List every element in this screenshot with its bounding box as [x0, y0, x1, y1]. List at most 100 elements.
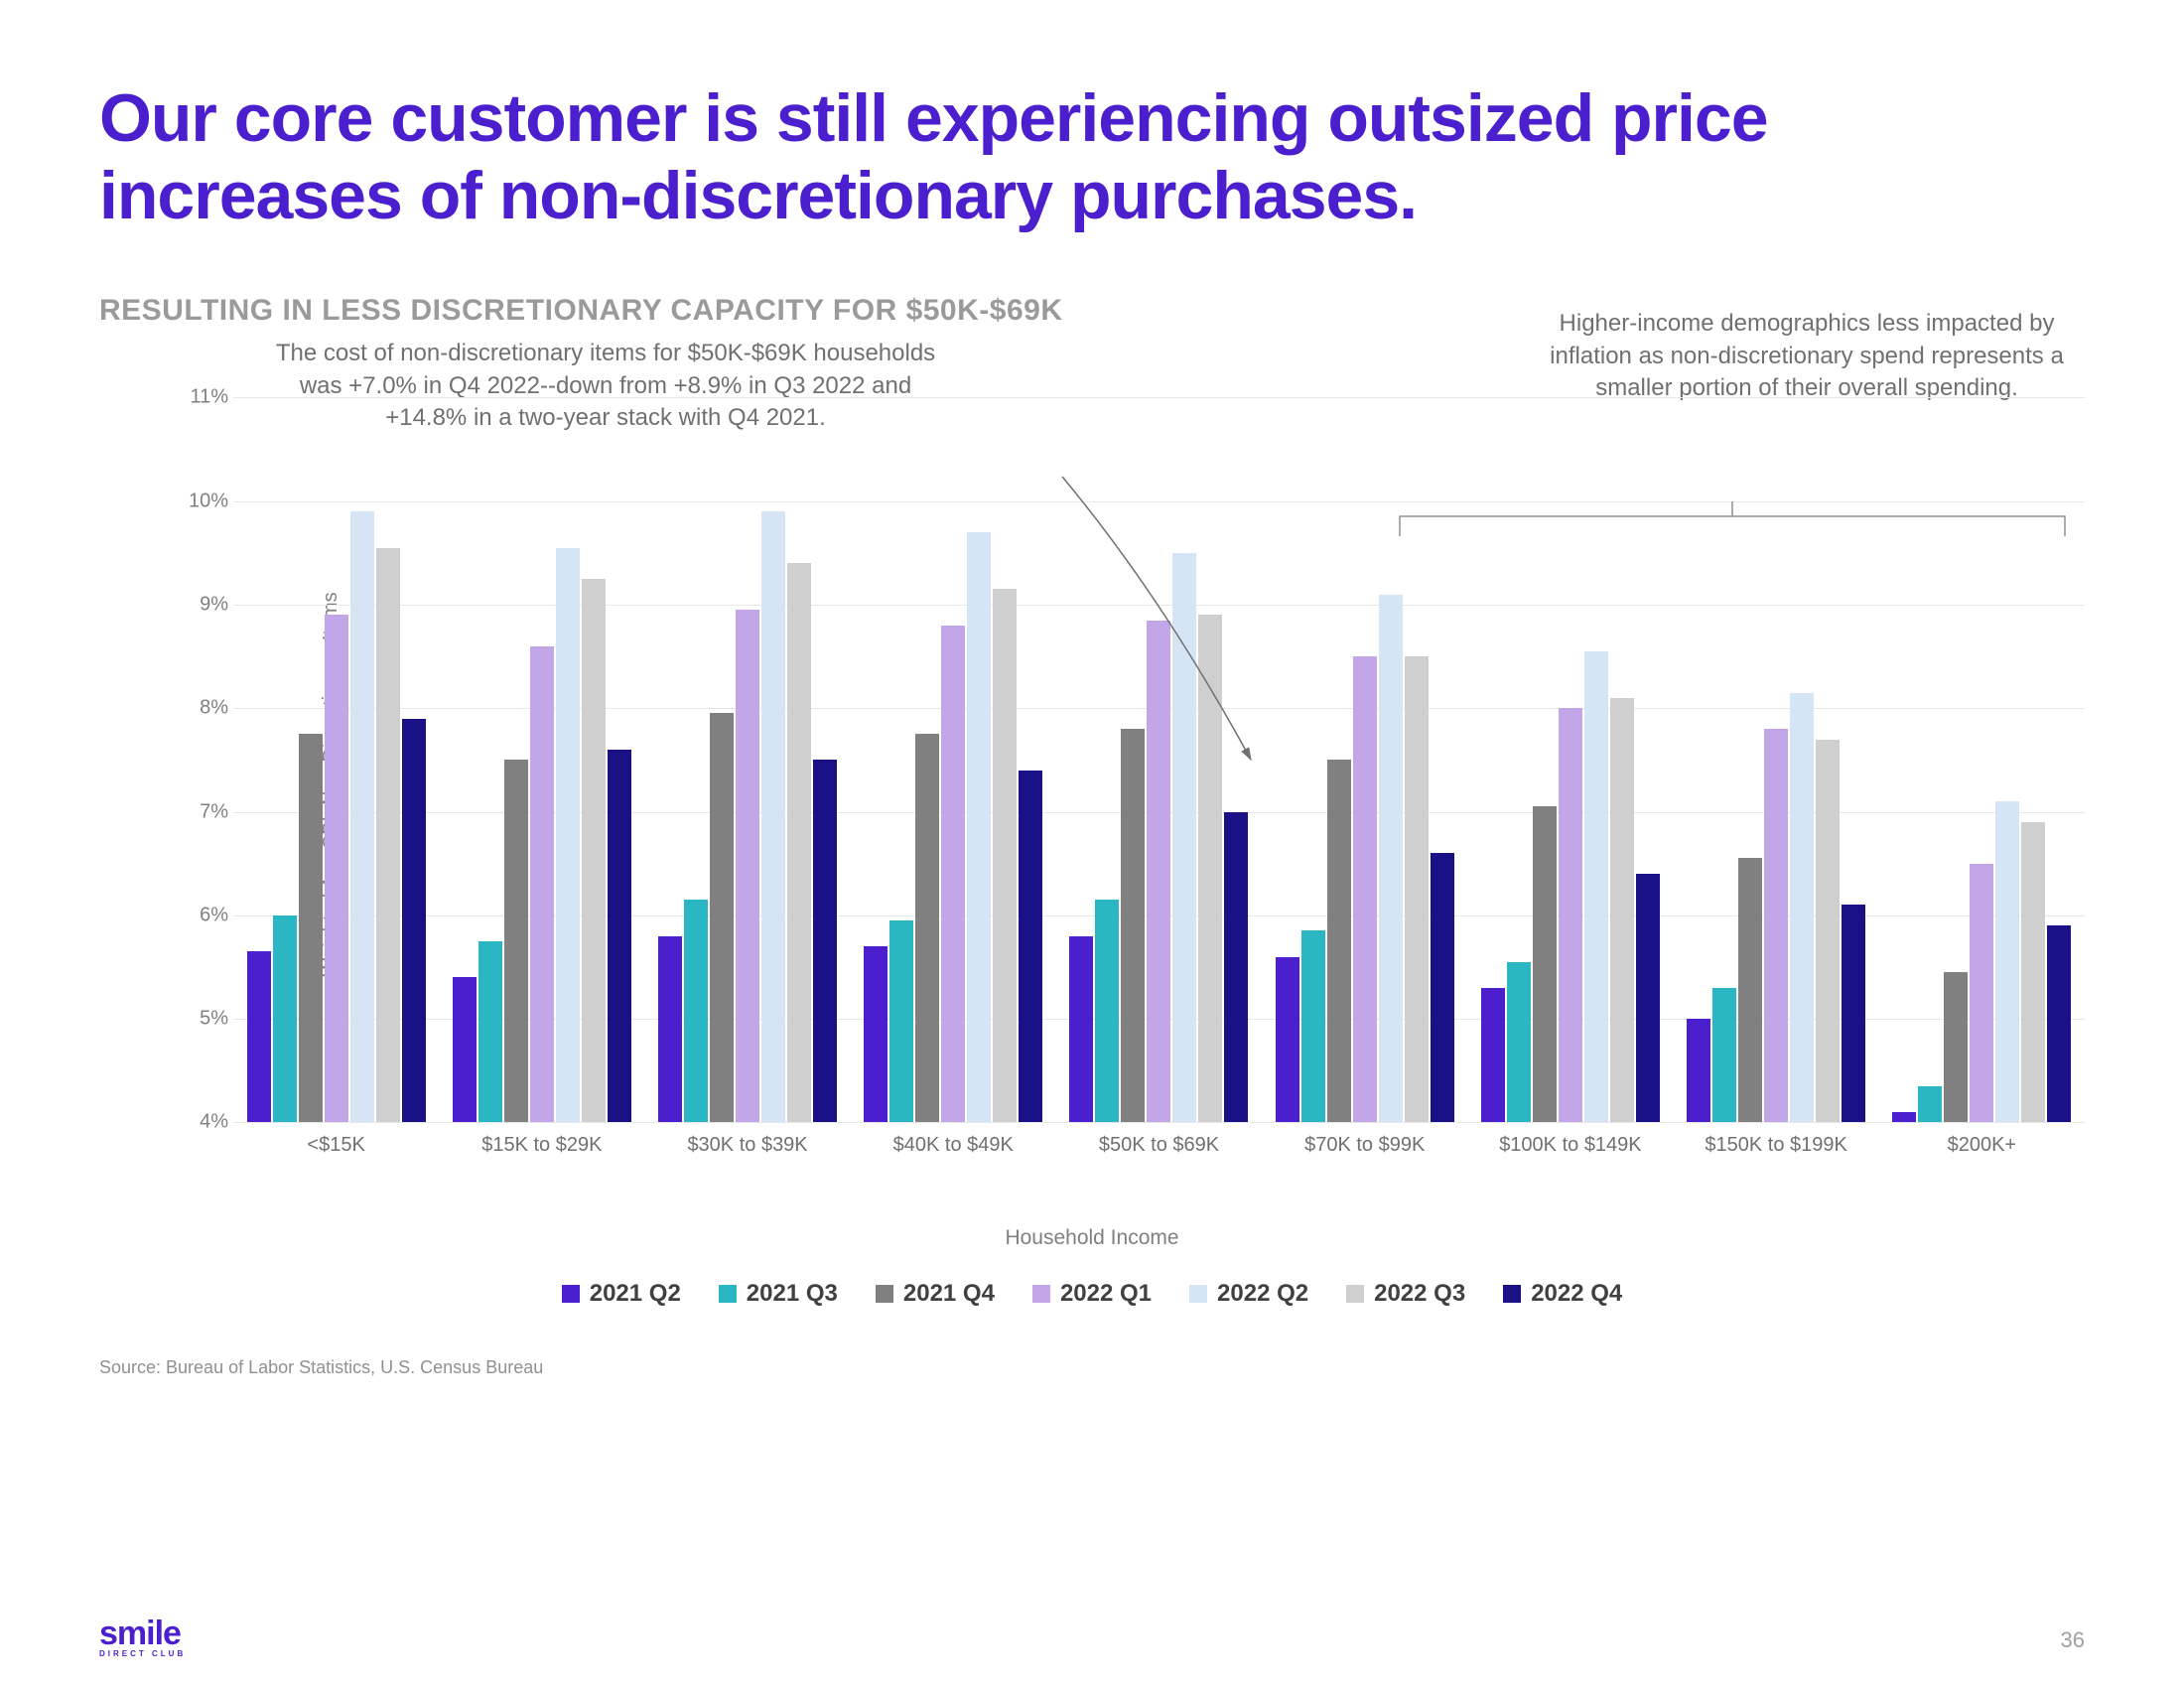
x-tick-label: $40K to $49K — [851, 1134, 1056, 1157]
bar — [504, 760, 528, 1122]
legend-swatch — [1346, 1285, 1364, 1303]
bar — [556, 548, 580, 1123]
bar — [1276, 957, 1299, 1123]
legend-label: 2021 Q2 — [590, 1280, 681, 1308]
x-tick-label: $15K to $29K — [439, 1134, 644, 1157]
bar — [325, 615, 348, 1122]
y-tick-label: 7% — [179, 800, 228, 823]
x-tick-label: $100K to $149K — [1467, 1134, 1673, 1157]
bar — [530, 646, 554, 1123]
bar — [813, 760, 837, 1122]
y-tick-label: 10% — [179, 490, 228, 512]
legend-item: 2021 Q3 — [719, 1280, 838, 1308]
bar — [299, 734, 323, 1122]
y-tick-label: 5% — [179, 1008, 228, 1031]
bar — [710, 713, 734, 1122]
legend-label: 2022 Q1 — [1060, 1280, 1152, 1308]
x-tick-label: $50K to $69K — [1056, 1134, 1262, 1157]
bar — [1121, 729, 1145, 1122]
legend-label: 2021 Q3 — [747, 1280, 838, 1308]
bar — [273, 915, 297, 1123]
bar — [1790, 693, 1814, 1123]
bar-group: $70K to $99K — [1262, 397, 1467, 1122]
bar — [1944, 972, 1968, 1122]
bar — [1610, 698, 1634, 1123]
bar-group: $15K to $29K — [439, 397, 644, 1122]
legend-swatch — [876, 1285, 893, 1303]
bar — [864, 946, 887, 1122]
bar — [376, 548, 400, 1123]
legend-swatch — [1189, 1285, 1207, 1303]
page-number: 36 — [2061, 1627, 2085, 1653]
bar-group: $200K+ — [1879, 397, 2085, 1122]
legend-item: 2021 Q2 — [562, 1280, 681, 1308]
bar — [1019, 771, 1042, 1123]
legend-item: 2022 Q1 — [1032, 1280, 1152, 1308]
bar — [608, 750, 631, 1122]
bar — [1764, 729, 1788, 1122]
bar — [247, 951, 271, 1122]
bar-group: $150K to $199K — [1674, 397, 1879, 1122]
x-tick-label: $150K to $199K — [1674, 1134, 1879, 1157]
y-tick-label: 6% — [179, 904, 228, 926]
bar — [2047, 925, 2071, 1122]
bar-group: $30K to $39K — [644, 397, 850, 1122]
legend-item: 2021 Q4 — [876, 1280, 995, 1308]
bar — [1918, 1086, 1942, 1123]
annotation-right: Higher-income demographics less impacted… — [1529, 308, 2085, 404]
bar — [1816, 740, 1840, 1123]
bar — [1507, 962, 1531, 1123]
bar — [1405, 656, 1429, 1122]
legend-item: 2022 Q4 — [1503, 1280, 1622, 1308]
bar — [1481, 988, 1505, 1123]
x-tick-label: $200K+ — [1879, 1134, 2085, 1157]
brand-logo: smile DIRECT CLUB — [99, 1615, 186, 1658]
bar — [2021, 822, 2045, 1122]
bar-group: $50K to $69K — [1056, 397, 1262, 1122]
y-tick-label: 4% — [179, 1111, 228, 1134]
legend-label: 2022 Q2 — [1217, 1280, 1308, 1308]
bar — [1970, 864, 1993, 1123]
bar — [1379, 595, 1403, 1123]
bar — [1842, 905, 1865, 1122]
y-tick-label: 9% — [179, 593, 228, 616]
legend-item: 2022 Q3 — [1346, 1280, 1465, 1308]
y-tick-label: 11% — [179, 386, 228, 409]
bar — [453, 977, 477, 1122]
bar — [582, 579, 606, 1123]
x-tick-label: $70K to $99K — [1262, 1134, 1467, 1157]
legend-swatch — [562, 1285, 580, 1303]
bar — [915, 734, 939, 1122]
bar — [684, 900, 708, 1122]
legend-label: 2022 Q3 — [1374, 1280, 1465, 1308]
bar — [1224, 812, 1248, 1123]
bar — [1892, 1112, 1916, 1122]
bar — [967, 532, 991, 1122]
bar-group: $100K to $149K — [1467, 397, 1673, 1122]
legend-swatch — [719, 1285, 737, 1303]
bar — [1584, 651, 1608, 1123]
bar — [1431, 853, 1454, 1122]
bar — [889, 920, 913, 1122]
legend-label: 2021 Q4 — [903, 1280, 995, 1308]
bar — [1636, 874, 1660, 1122]
source-citation: Source: Bureau of Labor Statistics, U.S.… — [99, 1357, 2085, 1378]
legend-item: 2022 Q2 — [1189, 1280, 1308, 1308]
legend-swatch — [1503, 1285, 1521, 1303]
bar — [1172, 553, 1196, 1123]
bar — [1069, 936, 1093, 1123]
bar — [1147, 621, 1170, 1123]
bar-group: $40K to $49K — [851, 397, 1056, 1122]
bar — [350, 511, 374, 1122]
bar — [658, 936, 682, 1123]
bar — [478, 941, 502, 1123]
bar — [1095, 900, 1119, 1122]
x-tick-label: $30K to $39K — [644, 1134, 850, 1157]
bar — [941, 626, 965, 1123]
legend-swatch — [1032, 1285, 1050, 1303]
bar — [1533, 806, 1557, 1122]
bar — [1327, 760, 1351, 1122]
bar — [736, 610, 759, 1122]
bar — [1353, 656, 1377, 1122]
bar-group: <$15K — [233, 397, 439, 1122]
